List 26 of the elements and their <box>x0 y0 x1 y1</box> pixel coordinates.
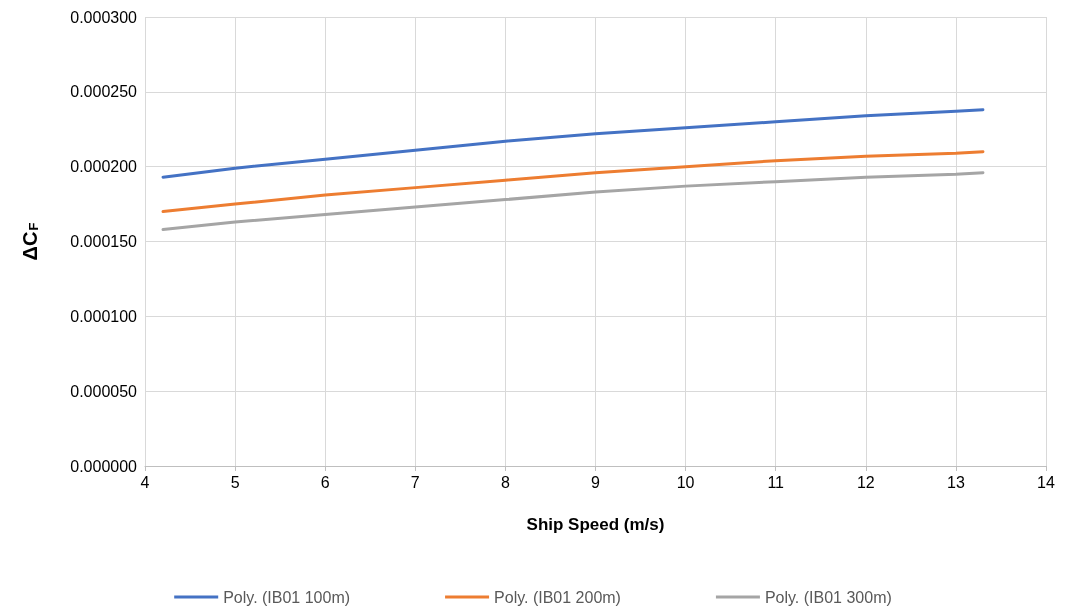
x-tick-label: 8 <box>500 473 510 491</box>
y-tick-label: 0.000000 <box>70 457 138 475</box>
x-tick-label: 11 <box>767 473 785 491</box>
x-tick-label: 5 <box>230 473 240 491</box>
x-tick-label: 9 <box>591 473 601 491</box>
line-series <box>161 150 985 214</box>
y-tick-label: 0.000100 <box>70 307 138 325</box>
legend-label: Poly. (IB01 200m) <box>494 588 621 606</box>
legend-label: Poly. (IB01 300m) <box>764 588 892 606</box>
line-series <box>161 171 985 232</box>
x-tick-label: 12 <box>856 473 875 491</box>
x-tick-label: 7 <box>410 473 420 491</box>
y-axis-title: ΔCF <box>19 222 41 261</box>
x-tick-label: 13 <box>947 473 965 491</box>
y-tick-label: 0.000200 <box>70 158 138 176</box>
legend-label: Poly. (IB01 100m) <box>223 588 351 606</box>
x-tick-label: 4 <box>140 473 150 491</box>
y-tick-label: 0.000150 <box>70 233 138 250</box>
y-tick-label: 0.000050 <box>70 382 138 400</box>
line-series <box>161 108 985 179</box>
x-tick-label: 10 <box>676 473 695 491</box>
x-axis-title: Ship Speed (m/s) <box>526 515 665 534</box>
x-tick-label: 14 <box>1037 473 1055 491</box>
y-tick-label: 0.000300 <box>70 8 138 26</box>
x-tick-label: 6 <box>320 473 330 491</box>
y-tick-label: 0.000250 <box>70 83 138 101</box>
